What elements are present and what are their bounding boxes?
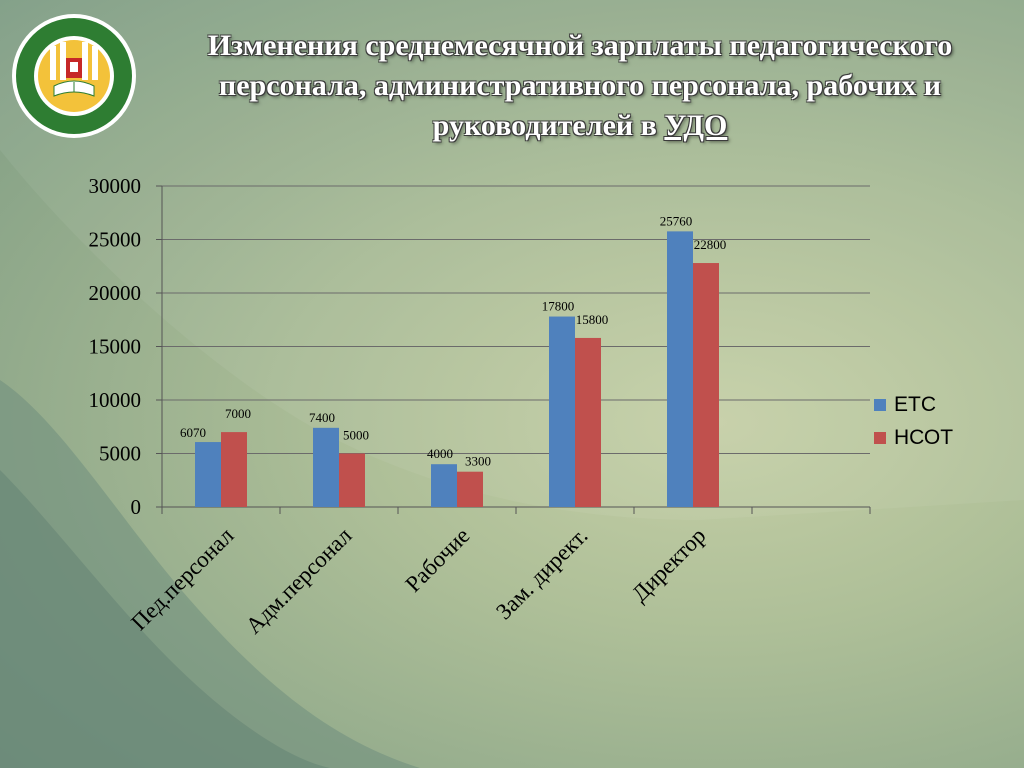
bar-nsot [457,471,483,507]
data-label: 7400 [309,410,335,425]
y-tick-label: 20000 [89,281,142,305]
bar-etc [195,442,221,507]
y-tick-label: 5000 [99,442,141,466]
bar-etc [431,464,457,507]
data-label: 6070 [180,425,206,440]
title-line-1: Изменения среднемесячной зарплаты педаго… [207,29,953,62]
data-label: 22800 [694,237,727,252]
page-title: Изменения среднемесячной зарплаты педаго… [150,26,1010,146]
y-tick-label: 0 [131,495,142,519]
legend-item-etc: ЕТС [874,388,953,421]
data-label: 17800 [542,299,575,314]
bar-etc [313,427,339,507]
title-line-3-underlined: УДО [664,109,728,142]
bar-nsot [221,432,247,507]
x-category-label: Пед.персонал [126,523,238,635]
y-tick-label: 30000 [89,174,142,198]
title-line-2: персонала, административного персонала, … [218,69,942,102]
x-category-label: Рабочие [400,523,474,597]
y-tick-label: 10000 [89,388,142,412]
legend-swatch-nsot [874,431,886,444]
x-category-label: Зам. директ. [491,523,592,624]
data-label: 25760 [660,213,693,228]
title-line-3: руководителей в УДО [150,106,1010,146]
y-tick-label: 15000 [89,335,142,359]
y-tick-label: 25000 [89,228,142,252]
legend-label-etc: ЕТС [894,392,936,416]
bar-etc [667,231,693,508]
bar-nsot [575,337,601,507]
x-category-label: Директор [627,523,711,607]
x-category-label: Адм.персонал [241,523,357,639]
legend-label-nsot: НСОТ [894,425,954,449]
data-label: 15800 [576,312,609,327]
bar-nsot [693,263,719,507]
bar-nsot [339,453,365,507]
legend-swatch-etc [874,398,886,411]
data-label: 7000 [225,406,251,421]
data-label: 3300 [465,454,491,469]
legend-item-nsot: НСОТ [874,421,953,454]
chart-legend: ЕТС НСОТ [874,388,953,454]
bar-etc [549,316,575,507]
title-line-3-text: руководителей в [432,109,665,142]
department-logo [12,14,136,138]
data-label: 4000 [427,446,453,461]
data-label: 5000 [343,428,369,443]
